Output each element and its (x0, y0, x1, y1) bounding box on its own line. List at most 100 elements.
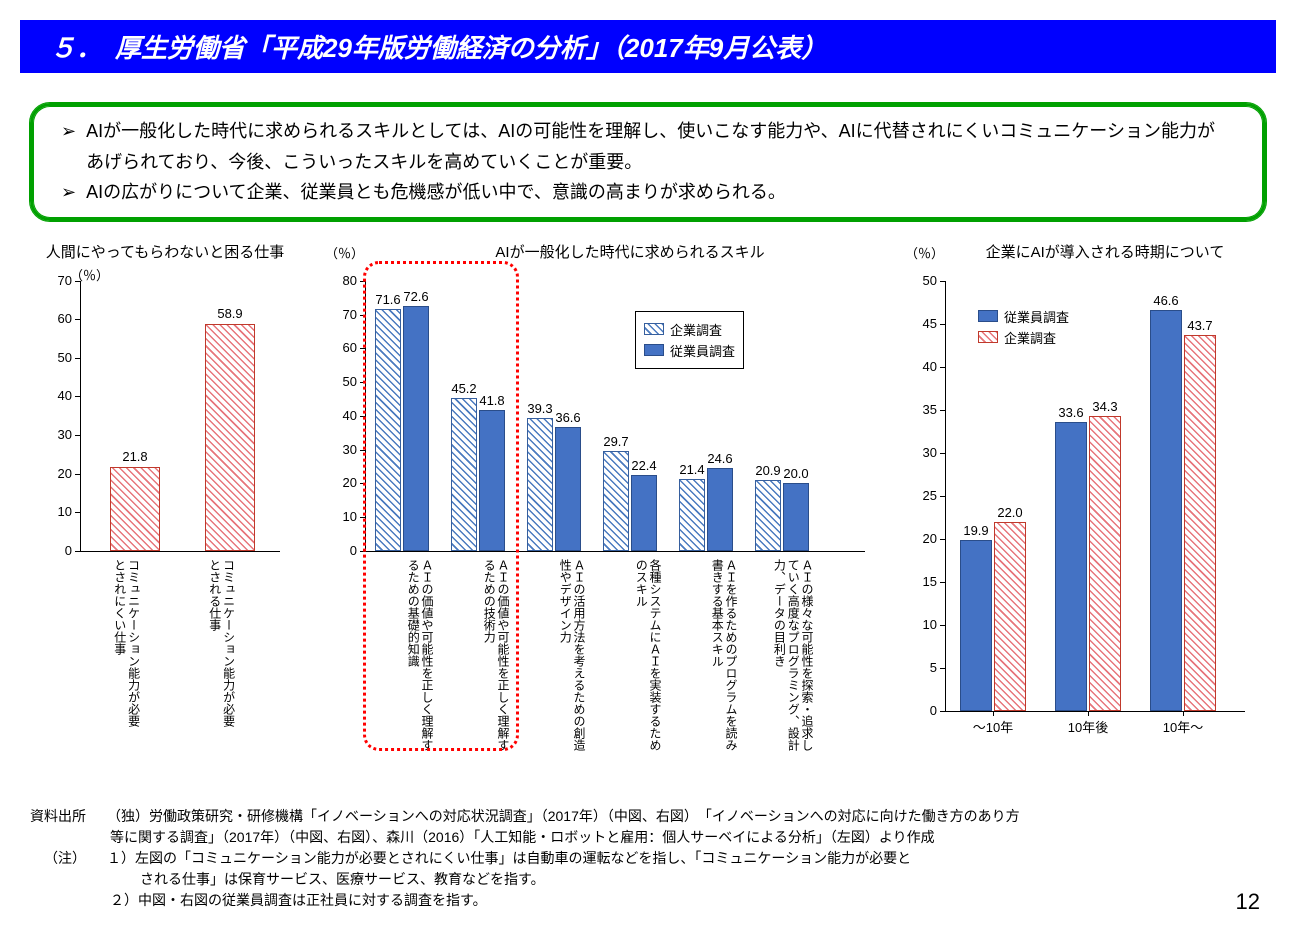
y-tick: 0 (900, 703, 937, 718)
x-label: 10年～ (1145, 717, 1221, 736)
bar-label: 36.6 (552, 410, 584, 425)
y-tick: 20 (320, 475, 357, 490)
y-tick: 60 (320, 340, 357, 355)
bar-label: 20.0 (780, 466, 812, 481)
footnotes: 資料出所 （独）労働政策研究・研修機構「イノベーションへの対応状況調査」（201… (30, 806, 1130, 911)
bar-label: 46.6 (1147, 293, 1185, 308)
chart1-title: 人間にやってもらわないと困る仕事 (30, 241, 300, 262)
bar (707, 468, 733, 551)
y-tick: 0 (30, 543, 72, 558)
bar (110, 467, 160, 551)
bar (205, 324, 255, 551)
bar (960, 540, 992, 711)
bar (375, 309, 401, 551)
x-label: 各種システムにＡＩを実装するためのスキル (611, 559, 661, 751)
bar (1055, 422, 1087, 711)
bar-label: 72.6 (400, 289, 432, 304)
y-tick: 40 (30, 388, 72, 403)
footnote-line: 資料出所 （独）労働政策研究・研修機構「イノベーションへの対応状況調査」（201… (30, 806, 1130, 827)
bar (1150, 310, 1182, 711)
legend-item: 従業員調査 (978, 307, 1069, 326)
x-label: ＡＩを作るためのプログラムを読み書きする基本スキル (687, 559, 737, 751)
y-tick: 20 (30, 466, 72, 481)
footnote-line: ２）中図・右図の従業員調査は正社員に対する調査を指す。 (30, 890, 1130, 911)
x-label: ＡＩの活用方法を考えるための創造性やデザイン力 (535, 559, 585, 751)
y-tick: 40 (900, 359, 937, 374)
bar (631, 475, 657, 551)
legend-item: 企業調査 (644, 320, 735, 339)
bar-label: 21.8 (105, 449, 165, 464)
y-tick: 80 (320, 273, 357, 288)
chart2-title: AIが一般化した時代に求められるスキル (380, 241, 880, 262)
bar (451, 398, 477, 551)
legend-label: 企業調査 (670, 320, 722, 339)
x-label: コミュニケーション能力が必要とされる仕事 (207, 559, 235, 731)
y-unit: （％） (325, 243, 364, 262)
y-tick: 20 (900, 531, 937, 546)
y-tick: 40 (320, 408, 357, 423)
legend-label: 従業員調査 (670, 341, 735, 360)
summary-text-2: AIの広がりについて企業、従業員とも危機感が低い中で、意識の高まりが求められる。 (86, 177, 786, 208)
legend-label: 従業員調査 (1004, 307, 1069, 326)
y-tick: 30 (900, 445, 937, 460)
y-tick: 5 (900, 660, 937, 675)
chart-1: 人間にやってもらわないと困る仕事（％）01020304050607021.8コミ… (30, 241, 300, 731)
y-tick: 35 (900, 402, 937, 417)
bar (994, 522, 1026, 711)
legend: 従業員調査企業調査 (970, 299, 1077, 355)
y-tick: 15 (900, 574, 937, 589)
footnote-line: （注） １）左図の「コミュニケーション能力が必要とされにくい仕事」は自動車の運転… (30, 848, 1130, 869)
bar-label: 41.8 (476, 393, 508, 408)
x-label: ＡＩの様々な可能性を探索・追求していく高度なプログラミング、設計力、データの目利… (763, 559, 813, 751)
y-tick: 25 (900, 488, 937, 503)
bar (755, 480, 781, 551)
bar (603, 451, 629, 551)
y-tick: 60 (30, 311, 72, 326)
y-tick: 0 (320, 543, 357, 558)
x-label: ～10年 (955, 717, 1031, 736)
bar-label: 34.3 (1086, 399, 1124, 414)
bar (555, 427, 581, 551)
footnote-line: 等に関する調査」（2017年）（中図、右図）、森川（2016）「人工知能・ロボッ… (30, 827, 1130, 848)
legend-item: 企業調査 (978, 328, 1069, 347)
y-unit: （％） (905, 243, 944, 262)
chart-2: AIが一般化した時代に求められるスキル（％）01020304050607080企… (300, 241, 880, 751)
bar-label: 58.9 (200, 306, 260, 321)
legend-item: 従業員調査 (644, 341, 735, 360)
summary-bullet-1: ➢ AIが一般化した時代に求められるスキルとしては、AIの可能性を理解し、使いこ… (61, 116, 1223, 177)
y-tick: 50 (30, 350, 72, 365)
bar-label: 29.7 (600, 434, 632, 449)
page-title: ５． 厚生労働省「平成29年版労働経済の分析」（2017年9月公表） (50, 33, 827, 63)
bar-label: 24.6 (704, 451, 736, 466)
bar (679, 479, 705, 551)
chevron-right-icon: ➢ (61, 177, 76, 208)
bar-label: 33.6 (1052, 405, 1090, 420)
x-label: 10年後 (1050, 717, 1126, 736)
bar-label: 43.7 (1181, 318, 1219, 333)
bar (1089, 416, 1121, 711)
summary-text-1: AIが一般化した時代に求められるスキルとしては、AIの可能性を理解し、使いこなす… (86, 116, 1223, 177)
bar (403, 306, 429, 551)
y-tick: 50 (900, 273, 937, 288)
chart-3: 企業にAIが導入される時期について （％） 0 5 10 15 20 25 30 35 40 45 50… (880, 241, 1260, 751)
footnote-line: される仕事」は保育サービス、医療サービス、教育などを指す。 (30, 869, 1130, 890)
chart3-title: 企業にAIが導入される時期について (950, 241, 1260, 262)
y-tick: 70 (320, 307, 357, 322)
bar (1184, 335, 1216, 711)
bar-label: 22.0 (991, 505, 1029, 520)
chevron-right-icon: ➢ (61, 116, 76, 147)
legend-label: 企業調査 (1004, 328, 1056, 347)
x-label: ＡＩの価値や可能性を正しく理解するための技術力 (459, 559, 509, 751)
x-label: ＡＩの価値や可能性を正しく理解するための基礎的知識 (383, 559, 433, 751)
y-tick: 10 (320, 509, 357, 524)
summary-box: ➢ AIが一般化した時代に求められるスキルとしては、AIの可能性を理解し、使いこ… (30, 103, 1266, 221)
page-title-bar: ５． 厚生労働省「平成29年版労働経済の分析」（2017年9月公表） (20, 20, 1276, 73)
bar (527, 418, 553, 551)
bar-label: 22.4 (628, 458, 660, 473)
y-tick: 30 (30, 427, 72, 442)
summary-bullet-2: ➢ AIの広がりについて企業、従業員とも危機感が低い中で、意識の高まりが求められ… (61, 177, 1223, 208)
x-label: コミュニケーション能力が必要とされにくい仕事 (112, 559, 140, 731)
y-tick: 45 (900, 316, 937, 331)
bar-label: 19.9 (957, 523, 995, 538)
y-tick: 10 (900, 617, 937, 632)
